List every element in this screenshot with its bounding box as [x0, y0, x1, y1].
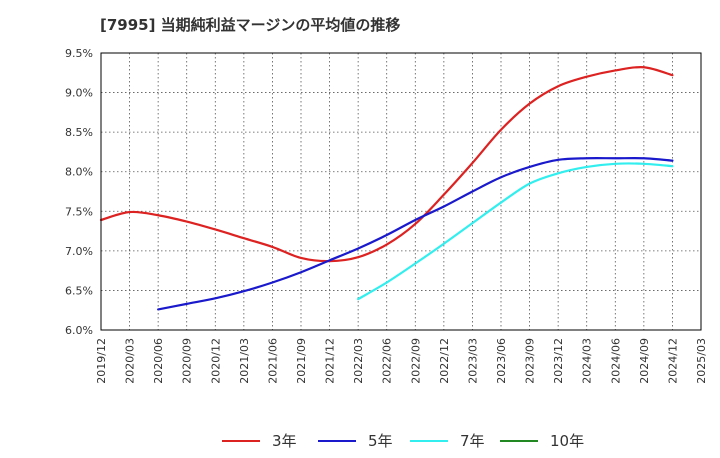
legend-item: 7年	[410, 430, 485, 451]
y-tick-label: 6.0%	[65, 324, 93, 337]
y-tick-label: 9.0%	[65, 87, 93, 100]
legend-item: 10年	[500, 430, 584, 451]
x-tick-label: 2021/09	[295, 338, 308, 384]
x-tick-label: 2023/03	[466, 338, 479, 384]
series-lines	[99, 65, 674, 311]
legend-item: 3年	[222, 430, 297, 451]
x-tick-label: 2025/03	[695, 338, 708, 384]
series-line-7年	[357, 162, 674, 301]
series-line-5年	[157, 156, 674, 311]
legend-item: 5年	[318, 430, 393, 451]
x-tick-label: 2023/09	[524, 338, 537, 384]
y-tick-label: 7.5%	[65, 205, 93, 218]
x-tick-label: 2020/09	[181, 338, 194, 384]
x-tick-label: 2022/03	[352, 338, 365, 384]
grid	[100, 52, 702, 331]
x-axis-ticks: 2019/12 2020/03 2020/06 2020/09 2020/12 2021/…	[95, 338, 708, 384]
x-tick-label: 2020/12	[209, 338, 222, 384]
x-tick-label: 2021/12	[324, 338, 337, 384]
y-tick-label: 7.0%	[65, 245, 93, 258]
x-tick-label: 2021/06	[266, 338, 279, 384]
legend: 3年 5年 7年 10年	[0, 430, 720, 458]
x-tick-label: 2020/06	[152, 338, 165, 384]
plot-frame	[100, 52, 702, 331]
x-tick-label: 2019/12	[95, 338, 108, 384]
y-tick-label: 8.5%	[65, 126, 93, 139]
legend-label: 7年	[460, 432, 485, 450]
legend-label: 3年	[272, 432, 297, 450]
x-tick-label: 2020/03	[124, 338, 137, 384]
x-tick-label: 2022/09	[409, 338, 422, 384]
x-tick-label: 2024/03	[581, 338, 594, 384]
line-chart: 6.0% 6.5% 7.0% 7.5% 8.0% 8.5% 9.0% 9.5% 2019/12…	[65, 47, 708, 384]
y-tick-label: 8.0%	[65, 166, 93, 179]
x-tick-label: 2022/12	[438, 338, 451, 384]
x-tick-label: 2024/09	[638, 338, 651, 384]
chart-title: [7995] 当期純利益マージンの平均値の推移	[100, 16, 401, 34]
y-tick-label: 9.5%	[65, 47, 93, 60]
y-axis-ticks: 6.0% 6.5% 7.0% 7.5% 8.0% 8.5% 9.0% 9.5%	[65, 47, 93, 337]
x-tick-label: 2024/12	[666, 338, 679, 384]
legend-label: 10年	[550, 432, 585, 450]
y-tick-label: 6.5%	[65, 284, 93, 297]
x-tick-label: 2023/12	[552, 338, 565, 384]
series-line-3年	[99, 65, 674, 263]
legend-label: 5年	[368, 432, 393, 450]
x-tick-label: 2022/06	[381, 338, 394, 384]
x-tick-label: 2021/03	[238, 338, 251, 384]
x-tick-label: 2023/06	[495, 338, 508, 384]
x-tick-label: 2024/06	[609, 338, 622, 384]
